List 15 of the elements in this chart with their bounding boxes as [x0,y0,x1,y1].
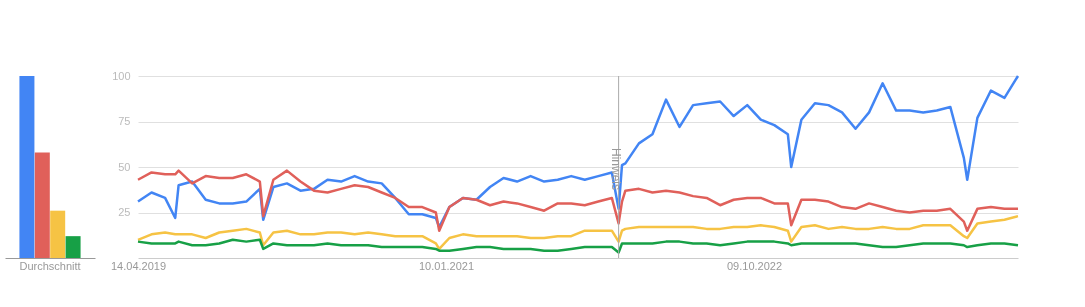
bar [50,210,66,258]
y-tick-label: 50 [118,160,131,173]
x-tick-label: 10.01.2021 [418,259,475,272]
y-tick-label: 100 [112,69,131,82]
y-tick-label: 75 [118,115,131,127]
x-tick-label: 09.10.2022 [726,259,783,272]
bar [65,236,81,258]
y-tick-label: 25 [118,206,131,218]
line-series [136,238,1020,254]
bar [34,152,50,258]
x-tick-label: Durchschnitt [19,259,81,272]
x-tick-label: 14.04.2019 [110,259,167,272]
line-series [136,214,1020,251]
bar [19,76,35,258]
ref-line-label: Hinweis [608,148,623,191]
